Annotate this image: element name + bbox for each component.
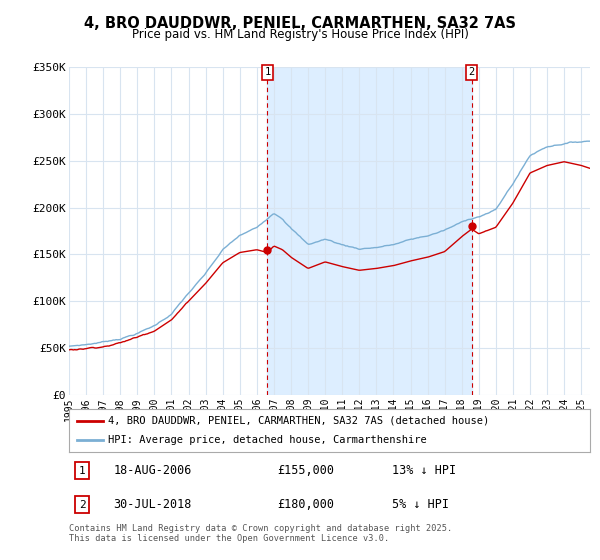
Text: 30-JUL-2018: 30-JUL-2018 — [113, 498, 191, 511]
Text: £180,000: £180,000 — [277, 498, 334, 511]
Text: Contains HM Land Registry data © Crown copyright and database right 2025.
This d: Contains HM Land Registry data © Crown c… — [69, 524, 452, 543]
Text: 5% ↓ HPI: 5% ↓ HPI — [392, 498, 449, 511]
Text: 18-AUG-2006: 18-AUG-2006 — [113, 464, 191, 477]
Text: £155,000: £155,000 — [277, 464, 334, 477]
Text: HPI: Average price, detached house, Carmarthenshire: HPI: Average price, detached house, Carm… — [108, 436, 427, 445]
Text: 4, BRO DAUDDWR, PENIEL, CARMARTHEN, SA32 7AS: 4, BRO DAUDDWR, PENIEL, CARMARTHEN, SA32… — [84, 16, 516, 31]
Text: 1: 1 — [79, 466, 85, 476]
Bar — [268, 67, 472, 395]
Text: 2: 2 — [469, 67, 475, 77]
Text: 2: 2 — [79, 500, 85, 510]
Text: 1: 1 — [264, 67, 271, 77]
Text: Price paid vs. HM Land Registry's House Price Index (HPI): Price paid vs. HM Land Registry's House … — [131, 28, 469, 41]
Text: 13% ↓ HPI: 13% ↓ HPI — [392, 464, 456, 477]
Text: 4, BRO DAUDDWR, PENIEL, CARMARTHEN, SA32 7AS (detached house): 4, BRO DAUDDWR, PENIEL, CARMARTHEN, SA32… — [108, 416, 490, 426]
